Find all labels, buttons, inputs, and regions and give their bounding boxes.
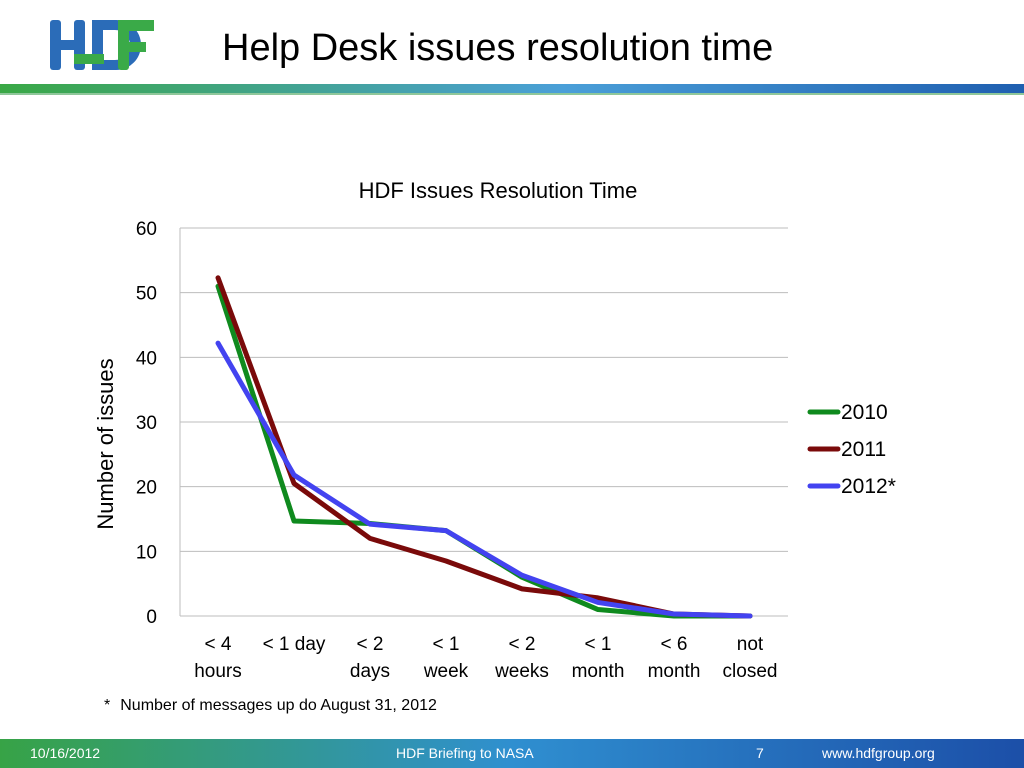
legend-label: 2010 [841,401,888,424]
x-tick-label: < 2 [509,634,536,655]
y-tick-label: 0 [146,607,157,628]
y-tick-label: 40 [136,348,157,369]
y-tick-label: 30 [136,413,157,434]
y-axis-label: Number of issues [93,358,118,529]
chart-title: HDF Issues Resolution Time [359,178,638,203]
y-axis-ticks: 0 10 20 30 40 50 60 [136,219,157,628]
x-tick-label: < 2 [357,634,384,655]
x-tick-label: month [572,661,625,682]
legend: 2010 2011 2012* [807,401,896,498]
legend-label: 2011 [841,438,886,461]
x-axis-ticks: < 4 hours < 1 day < 2 days < 1 week < 2 weeks < 1… [194,634,777,682]
y-tick-label: 50 [136,284,157,305]
footer-page-number: 7 [756,745,764,761]
x-tick-label: days [350,661,390,682]
series-line-2010 [215,283,753,619]
footer-date: 10/16/2012 [30,745,101,761]
x-tick-label: hours [194,661,242,682]
footer-url[interactable]: www.hdfgroup.org [822,745,935,761]
title-divider-accent [0,93,1024,95]
resolution-time-line-chart: HDF Issues Resolution Time 0 10 20 30 40 50 60… [93,178,896,682]
footer-title: HDF Briefing to NASA [396,745,534,761]
x-tick-label: < 1 day [263,634,326,655]
slide-footer: 10/16/2012 HDF Briefing to NASA 7 www.hd… [0,739,1024,768]
x-tick-label: < 4 [205,634,232,655]
footnote-text: Number of messages up do August 31, 2012 [120,697,437,714]
legend-label: 2012* [841,475,896,498]
y-tick-label: 60 [136,219,157,240]
hdf-logo [50,20,154,70]
x-tick-label: < 6 [661,634,688,655]
x-tick-label: not [737,634,764,655]
title-divider [0,84,1024,93]
y-tick-label: 10 [136,542,157,563]
x-tick-label: weeks [494,661,549,682]
series-line-2012 [215,340,753,619]
y-tick-label: 20 [136,478,157,499]
footnote-marker: * [104,697,111,714]
footnote: * Number of messages up do August 31, 201… [104,697,437,715]
x-tick-label: month [648,661,701,682]
slide-title: Help Desk issues resolution time [222,27,774,69]
x-tick-label: < 1 [433,634,460,655]
x-tick-label: week [423,661,469,682]
x-tick-label: closed [723,661,778,682]
x-tick-label: < 1 [585,634,612,655]
series-line-2011 [215,275,753,619]
series-lines [215,275,753,619]
